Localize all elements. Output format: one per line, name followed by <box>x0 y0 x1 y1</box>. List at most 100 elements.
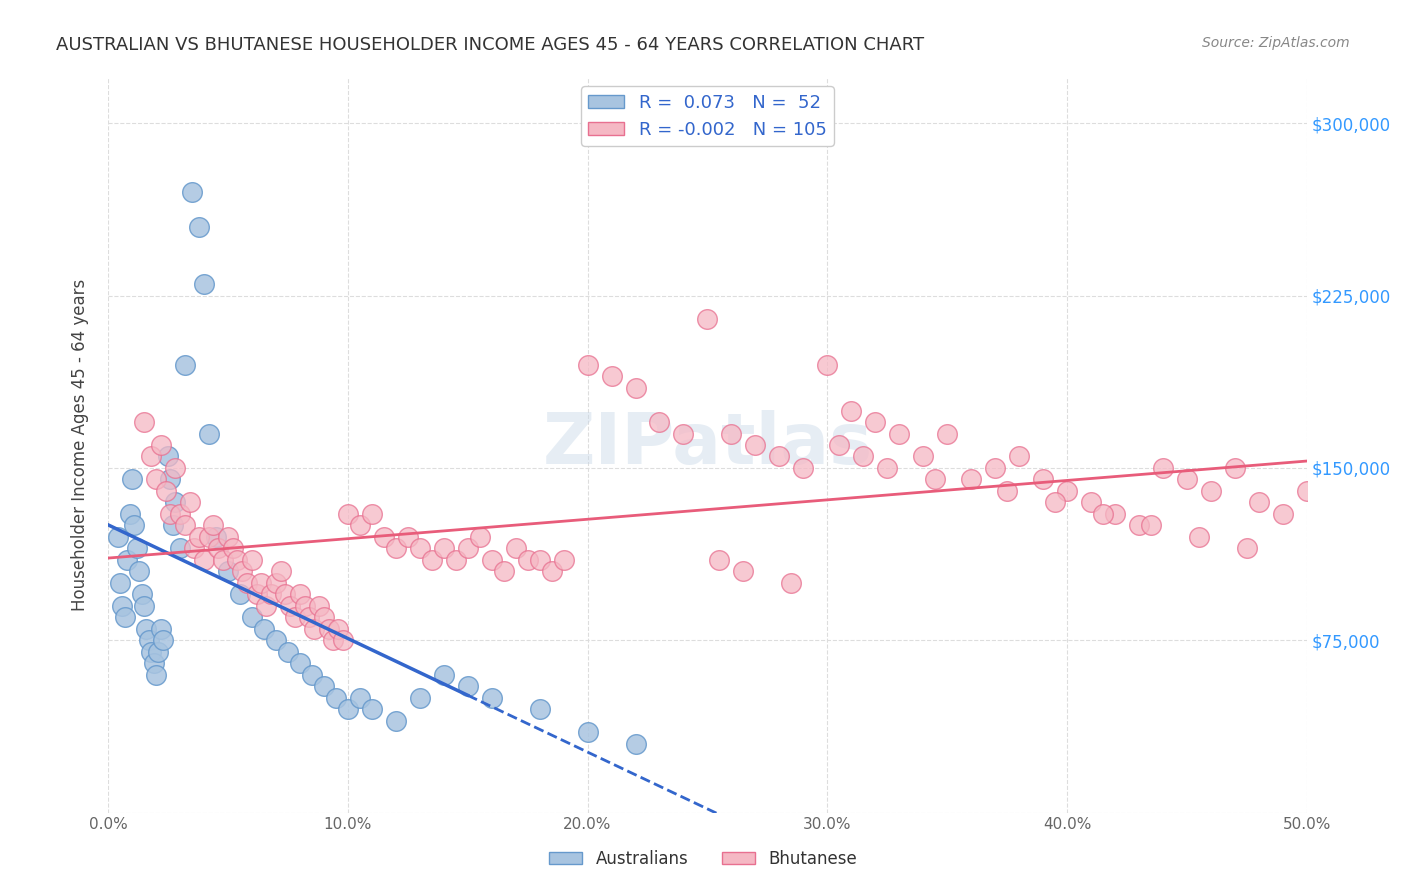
Y-axis label: Householder Income Ages 45 - 64 years: Householder Income Ages 45 - 64 years <box>72 279 89 611</box>
Point <box>1236 541 1258 556</box>
Point <box>780 575 803 590</box>
Point <box>481 553 503 567</box>
Point <box>709 553 731 567</box>
Point <box>529 702 551 716</box>
Point <box>409 690 432 705</box>
Point <box>792 461 814 475</box>
Point <box>288 657 311 671</box>
Point <box>212 553 235 567</box>
Point <box>600 369 623 384</box>
Point <box>141 645 163 659</box>
Point <box>349 518 371 533</box>
Point <box>240 553 263 567</box>
Point <box>373 530 395 544</box>
Point <box>889 426 911 441</box>
Point <box>288 587 311 601</box>
Point <box>529 553 551 567</box>
Point <box>165 495 187 509</box>
Point <box>1104 507 1126 521</box>
Point <box>325 690 347 705</box>
Point <box>179 495 201 509</box>
Point <box>318 622 340 636</box>
Point <box>815 358 838 372</box>
Point <box>433 541 456 556</box>
Point <box>173 518 195 533</box>
Point <box>852 450 875 464</box>
Point <box>118 507 141 521</box>
Point <box>768 450 790 464</box>
Point <box>197 530 219 544</box>
Point <box>264 633 287 648</box>
Point <box>180 186 202 200</box>
Point <box>1140 518 1163 533</box>
Point <box>384 541 406 556</box>
Point <box>135 622 157 636</box>
Point <box>159 472 181 486</box>
Point <box>360 702 382 716</box>
Point <box>505 541 527 556</box>
Point <box>188 219 211 234</box>
Point <box>169 507 191 521</box>
Point <box>202 518 225 533</box>
Point <box>624 737 647 751</box>
Point <box>960 472 983 486</box>
Point <box>114 610 136 624</box>
Point <box>270 565 292 579</box>
Point <box>1152 461 1174 475</box>
Point <box>912 450 935 464</box>
Point <box>336 702 359 716</box>
Point <box>155 483 177 498</box>
Point <box>409 541 432 556</box>
Point <box>125 541 148 556</box>
Point <box>108 575 131 590</box>
Point <box>277 645 299 659</box>
Point <box>207 541 229 556</box>
Point <box>1271 507 1294 521</box>
Point <box>936 426 959 441</box>
Point <box>396 530 419 544</box>
Point <box>1223 461 1246 475</box>
Point <box>254 599 277 613</box>
Legend: Australians, Bhutanese: Australians, Bhutanese <box>543 844 863 875</box>
Point <box>624 380 647 394</box>
Point <box>145 472 167 486</box>
Point <box>149 622 172 636</box>
Point <box>1188 530 1211 544</box>
Point <box>121 472 143 486</box>
Point <box>132 415 155 429</box>
Point <box>733 565 755 579</box>
Point <box>349 690 371 705</box>
Point <box>193 553 215 567</box>
Point <box>1175 472 1198 486</box>
Point <box>420 553 443 567</box>
Point <box>1008 450 1031 464</box>
Point <box>274 587 297 601</box>
Point <box>720 426 742 441</box>
Point <box>111 599 134 613</box>
Point <box>1247 495 1270 509</box>
Point <box>481 690 503 705</box>
Point <box>444 553 467 567</box>
Point <box>457 679 479 693</box>
Point <box>264 575 287 590</box>
Point <box>1296 483 1319 498</box>
Point <box>294 599 316 613</box>
Point <box>142 657 165 671</box>
Point <box>107 530 129 544</box>
Point <box>253 622 276 636</box>
Point <box>865 415 887 429</box>
Point <box>492 565 515 579</box>
Point <box>138 633 160 648</box>
Point <box>696 311 718 326</box>
Point <box>246 587 269 601</box>
Point <box>828 438 851 452</box>
Point <box>173 358 195 372</box>
Point <box>839 403 862 417</box>
Point <box>231 565 253 579</box>
Point <box>384 714 406 728</box>
Point <box>516 553 538 567</box>
Point <box>124 518 146 533</box>
Point <box>162 518 184 533</box>
Point <box>576 358 599 372</box>
Point <box>278 599 301 613</box>
